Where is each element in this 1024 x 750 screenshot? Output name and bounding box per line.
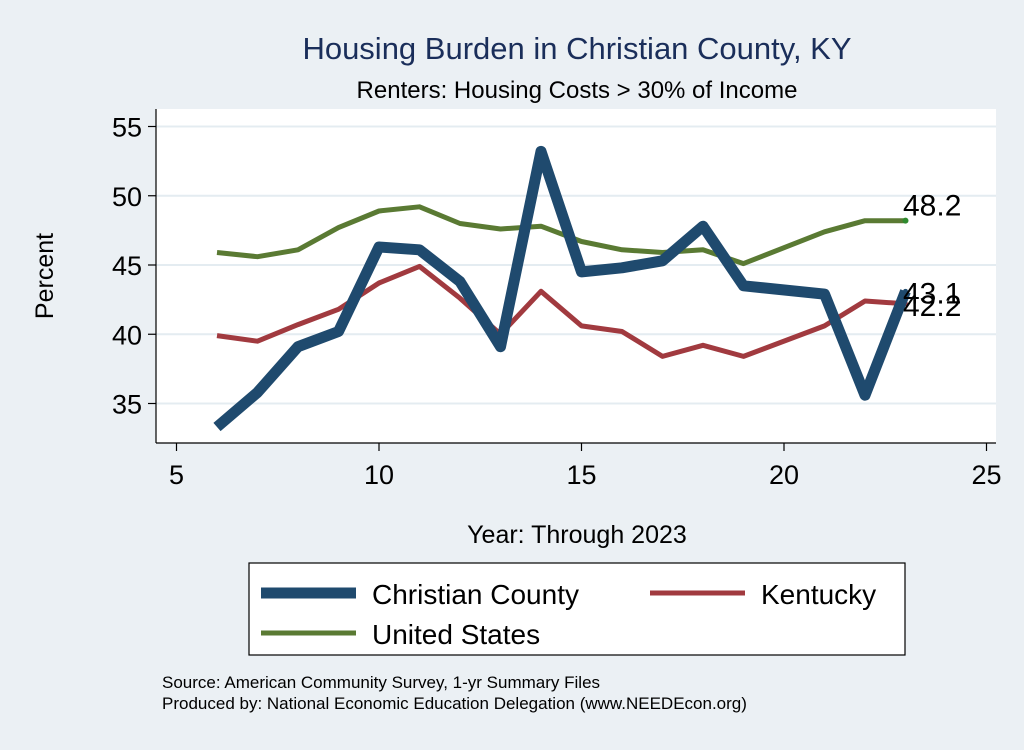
legend-label: United States [372, 619, 540, 650]
end-labels: 43.142.2 48.2 [903, 190, 961, 323]
series-line-kentucky [216, 263, 906, 359]
x-tick-label: 20 [769, 460, 799, 490]
y-tick-label: 55 [112, 113, 142, 143]
series-end-point [903, 288, 908, 294]
x-tick-label: 5 [169, 460, 184, 490]
x-tick-label: 25 [971, 460, 1001, 490]
end-label: 48.2 [903, 190, 961, 223]
y-axis: 35 40 45 50 55 [112, 113, 156, 420]
end-label: 42.2 [903, 290, 961, 323]
series-line-christian-county [213, 145, 911, 432]
end-label: 43.1 [903, 277, 961, 310]
x-tick-label: 15 [566, 460, 596, 490]
series [213, 145, 911, 432]
x-axis: 5 10 15 20 25 [169, 443, 1002, 490]
chart-subtitle: Renters: Housing Costs > 30% of Income [357, 77, 798, 104]
legend-label: Christian County [372, 579, 579, 610]
x-axis-title: Year: Through 2023 [467, 521, 687, 549]
producer-note: Produced by: National Economic Education… [162, 694, 747, 713]
source-note: Source: American Community Survey, 1-yr … [162, 673, 600, 692]
series-line-united-states [216, 204, 906, 267]
legend-label: Kentucky [761, 579, 876, 610]
y-tick-label: 35 [112, 390, 142, 420]
chart-title: Housing Burden in Christian County, KY [302, 31, 851, 66]
y-tick-label: 40 [112, 320, 142, 350]
y-tick-label: 50 [112, 182, 142, 212]
y-axis-title: Percent [31, 233, 59, 319]
x-tick-label: 10 [364, 460, 394, 490]
y-tick-label: 45 [112, 251, 142, 281]
legend: Christian County Kentucky United States [261, 579, 876, 650]
series-end-point [902, 217, 909, 224]
legend-box [248, 562, 906, 656]
